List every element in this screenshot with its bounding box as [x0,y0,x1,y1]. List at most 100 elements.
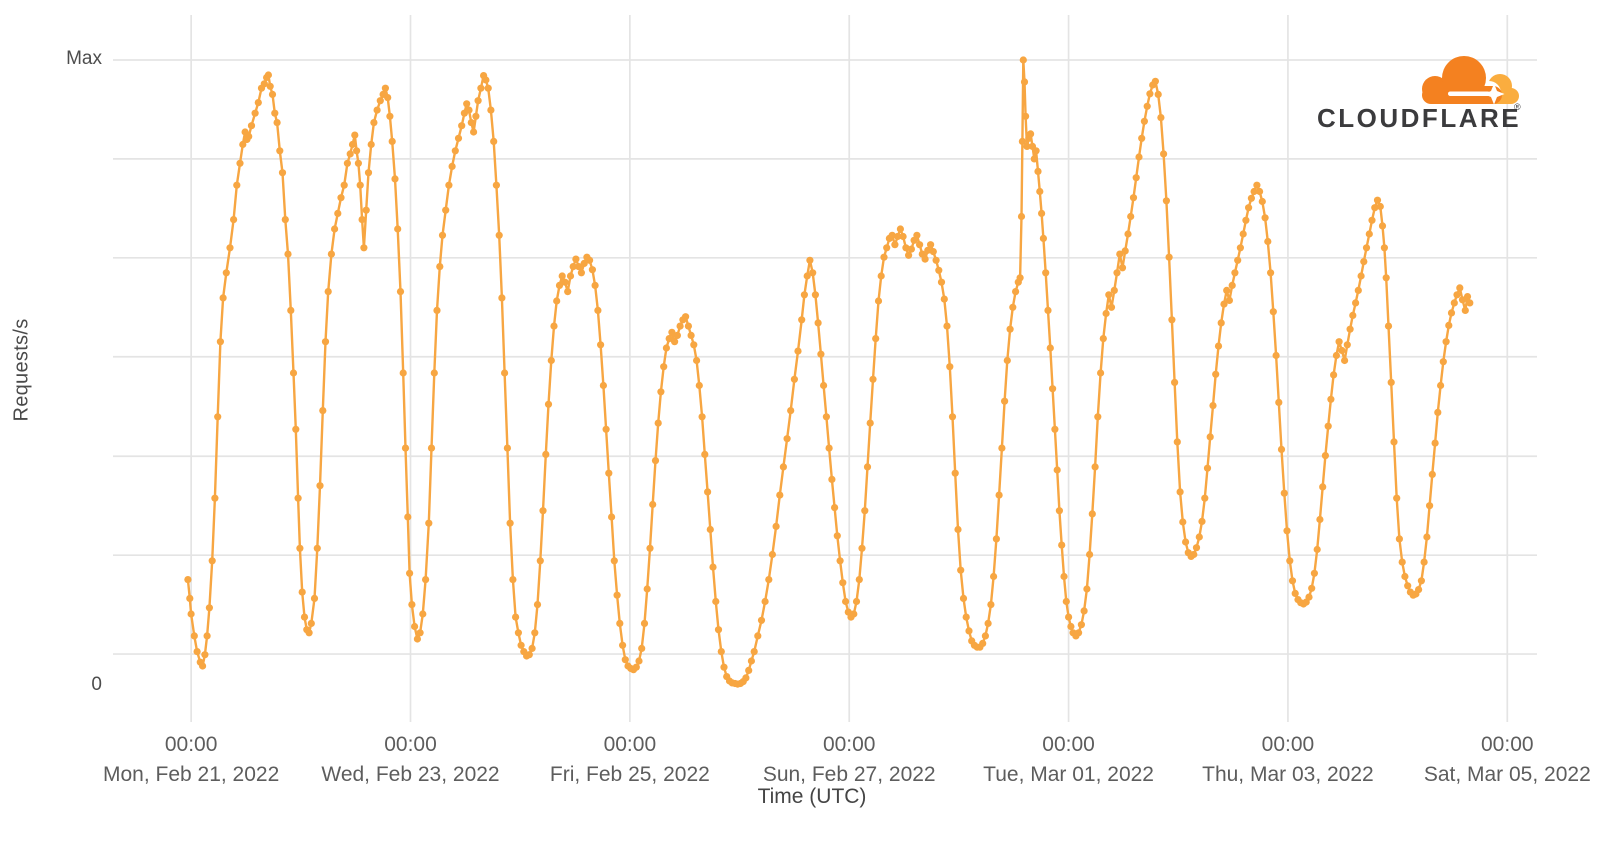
data-point [1305,593,1313,601]
data-point [498,294,506,302]
data-point [772,522,780,531]
data-point [525,651,533,659]
data-point [747,657,756,665]
data-point [833,532,841,540]
data-point [750,648,758,656]
data-point [1132,174,1140,182]
data-point [695,381,703,390]
data-point [1110,286,1118,294]
data-point [193,648,201,656]
data-point [754,632,762,640]
data-point [913,231,921,239]
data-point [1341,356,1349,365]
data-point [1036,187,1044,196]
data-point [199,662,207,670]
data-point [1225,296,1233,304]
data-point [454,134,463,142]
data-point [401,444,410,452]
data-point [899,232,907,241]
data-point [836,557,844,565]
data-point [327,250,335,258]
data-point [296,544,304,552]
data-point [569,263,577,271]
data-point [1198,517,1206,526]
data-point [233,181,241,189]
data-point [842,597,850,606]
data-point [1107,303,1116,311]
data-point [765,576,773,584]
y-tick-zero: 0 [91,674,102,695]
data-point [292,425,300,433]
data-point [1165,253,1173,261]
data-point [825,444,833,452]
data-point [1384,322,1393,330]
data-point [321,338,330,346]
data-point [1055,507,1063,515]
data-point [1127,212,1135,221]
data-point [1086,550,1094,559]
data-point [646,544,654,552]
data-point [779,463,788,471]
data-point [1058,541,1066,549]
data-point [613,591,621,599]
data-point [1330,371,1338,379]
data-point [1192,544,1201,552]
data-point [640,619,649,628]
data-point [1065,613,1073,621]
data-point [621,656,629,664]
data-point [1428,470,1436,478]
data-point [932,256,940,264]
data-point [1354,286,1362,294]
data-point [1371,204,1379,212]
x-tick-date: Tue, Mar 01, 2022 [983,763,1154,786]
data-point [814,319,822,327]
data-point [316,482,324,490]
data-point [555,281,564,289]
data-point [1280,489,1288,497]
data-point [1453,291,1461,299]
data-point [742,674,750,682]
data-point [597,341,605,349]
data-point [1102,309,1110,318]
data-point [276,147,284,155]
data-point [211,494,219,502]
data-point [935,266,943,274]
data-point [1267,269,1275,277]
data-point [1286,557,1294,565]
data-point [1201,494,1209,502]
data-point [638,644,646,653]
data-point [184,576,192,584]
data-point [1450,299,1458,307]
data-point [1018,137,1026,145]
data-point [1442,338,1450,346]
data-point [588,266,597,274]
x-tick-time: 00:00 [384,733,437,756]
data-point [1006,325,1014,333]
data-point [1447,309,1456,317]
data-point [671,338,679,346]
data-point [1373,196,1382,204]
data-point [761,597,769,606]
data-point [356,181,364,189]
gridlines [113,15,1537,722]
data-point [1182,538,1190,546]
data-point [1242,216,1250,224]
data-point [1154,90,1162,98]
data-point [553,297,561,305]
data-point [794,347,802,355]
data-point [1157,114,1165,122]
data-point [1277,445,1286,453]
data-point [203,632,211,640]
data-point [307,619,315,628]
data-point [962,613,970,621]
data-point [687,331,695,339]
data-point [850,610,858,618]
data-point [1264,237,1272,246]
data-point [1038,209,1046,217]
data-point [946,363,954,371]
data-point [1019,56,1027,64]
data-point [1118,264,1127,272]
data-point [214,413,222,421]
data-point [943,322,951,330]
